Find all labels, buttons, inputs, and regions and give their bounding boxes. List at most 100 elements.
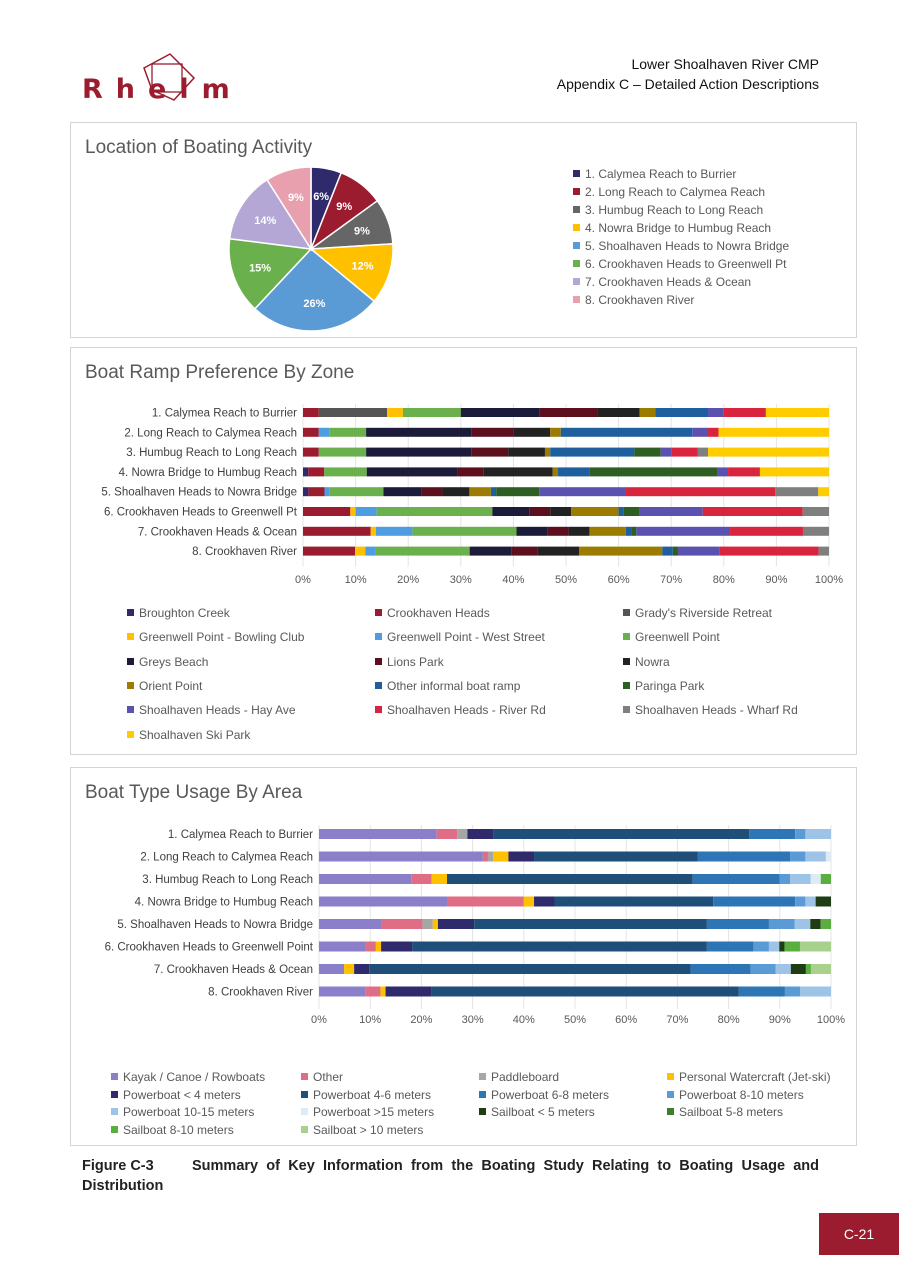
bar-segment xyxy=(560,427,693,437)
legend-item: Orient Point xyxy=(127,679,202,693)
pie-data-label: 14% xyxy=(254,215,276,227)
bar-segment xyxy=(708,408,724,417)
bar-segment xyxy=(706,919,769,929)
legend-swatch xyxy=(667,1090,674,1098)
bar-segment xyxy=(354,964,370,974)
bar-segment xyxy=(790,851,806,862)
bar-segment xyxy=(539,408,598,417)
bar-segment xyxy=(411,874,432,884)
bar-segment xyxy=(303,487,309,497)
legend-item: Powerboat 8-10 meters xyxy=(667,1088,804,1102)
bar-segment xyxy=(597,408,640,417)
legend-label: Powerboat 8-10 meters xyxy=(679,1087,804,1102)
bar-segment xyxy=(490,487,497,497)
legend-label: Kayak / Canoe / Rowboats xyxy=(123,1070,266,1084)
legend-item: Powerboat < 4 meters xyxy=(111,1088,241,1102)
legend-swatch xyxy=(375,609,382,616)
bar-segment xyxy=(719,546,819,556)
x-tick-label: 30% xyxy=(450,574,472,586)
legend-item: Paringa Park xyxy=(623,679,704,693)
bar-segment xyxy=(775,487,819,497)
bar-segment xyxy=(370,526,376,536)
bar-segment xyxy=(677,546,720,556)
legend-swatch xyxy=(127,681,134,689)
figure-caption: Figure C-3 Summary of Key Information fro… xyxy=(82,1156,819,1196)
bar-segment xyxy=(790,874,811,884)
page-number: C-21 xyxy=(843,1226,875,1242)
bar-segment xyxy=(790,964,806,974)
legend-swatch xyxy=(623,609,630,616)
bar-segment xyxy=(534,851,698,862)
bar-segment xyxy=(412,526,517,536)
figure-label: Figure C-3 xyxy=(82,1158,154,1174)
bar-segment xyxy=(579,546,663,556)
bar-segment xyxy=(558,467,590,477)
legend-swatch xyxy=(301,1073,308,1080)
legend-label: Greenwell Point xyxy=(635,630,720,645)
bar-segment xyxy=(753,941,769,952)
bar-segment xyxy=(431,874,447,884)
legend-swatch xyxy=(301,1090,308,1098)
pie-slice xyxy=(266,166,312,252)
pie-legend-item: 2. Long Reach to Calymea Reach xyxy=(573,185,789,203)
legend-swatch xyxy=(623,657,630,665)
bar-segment xyxy=(355,507,377,516)
legend-item: Broughton Creek xyxy=(127,606,230,620)
document-subtitle: Appendix C – Detailed Action Description… xyxy=(556,76,819,92)
bar-segment xyxy=(457,467,484,477)
legend-swatch xyxy=(111,1073,118,1080)
bar-segment xyxy=(537,546,580,556)
legend-label: 1. Calymea Reach to Burrier xyxy=(585,167,737,181)
legend-swatch xyxy=(301,1108,308,1115)
legend-label: Powerboat < 4 meters xyxy=(123,1087,241,1102)
x-tick-label: 60% xyxy=(608,574,630,586)
legend-label: Other xyxy=(313,1070,344,1084)
x-tick-label: 10% xyxy=(359,1014,381,1026)
bar-segment xyxy=(319,919,382,929)
bar-segment xyxy=(552,467,559,477)
pie-data-label: 9% xyxy=(336,201,352,213)
bar-segment xyxy=(738,986,785,997)
bar-segment xyxy=(810,964,831,974)
bar-segment xyxy=(697,851,791,862)
bar-segment xyxy=(554,896,714,907)
bar-segment xyxy=(350,507,356,516)
legend-item: Sailboat 8-10 meters xyxy=(111,1123,234,1137)
bar-segment xyxy=(589,467,718,477)
category-label: 6. Crookhaven Heads to Greenwell Point xyxy=(105,942,314,954)
bar-segment xyxy=(385,986,432,997)
document-title: Lower Shoalhaven River CMP xyxy=(631,56,819,72)
legend-item: Greenwell Point - Bowling Club xyxy=(127,630,304,644)
bar-segment xyxy=(487,851,494,862)
legend-swatch xyxy=(479,1090,486,1098)
x-tick-label: 30% xyxy=(462,1014,484,1026)
bar-segment xyxy=(366,427,472,437)
legend-swatch xyxy=(111,1108,118,1115)
bar-segment xyxy=(366,447,472,457)
legend-swatch xyxy=(573,224,580,231)
legend-swatch xyxy=(667,1108,674,1115)
category-label: 7. Crookhaven Heads & Ocean xyxy=(138,526,297,538)
legend-item: Greenwell Point - West Street xyxy=(375,630,545,644)
category-label: 8. Crookhaven River xyxy=(192,546,297,558)
pie-chart-panel: Location of Boating Activity 6% 9% 9% 12% 26… xyxy=(70,122,857,338)
bar-segment xyxy=(460,408,540,417)
bar-segment xyxy=(662,546,673,556)
bar-segment xyxy=(750,964,776,974)
bar-segment xyxy=(447,874,693,884)
x-tick-label: 70% xyxy=(666,1014,688,1026)
bar-segment xyxy=(631,526,637,536)
bar-segment xyxy=(625,487,776,497)
legend-item: Sailboat 5-8 meters xyxy=(667,1105,783,1119)
bar-segment xyxy=(365,546,376,556)
bar-segment xyxy=(805,964,811,974)
pie-chart-title: Location of Boating Activity xyxy=(85,137,313,158)
bar-segment xyxy=(508,447,545,457)
category-label: 3. Humbug Reach to Long Reach xyxy=(126,447,297,459)
bar-segment xyxy=(692,427,709,437)
legend-item: Powerboat >15 meters xyxy=(301,1105,434,1119)
legend-swatch xyxy=(623,633,630,641)
legend-swatch xyxy=(573,260,580,267)
legend-label: Paddleboard xyxy=(491,1070,560,1084)
x-tick-label: 70% xyxy=(660,574,682,586)
